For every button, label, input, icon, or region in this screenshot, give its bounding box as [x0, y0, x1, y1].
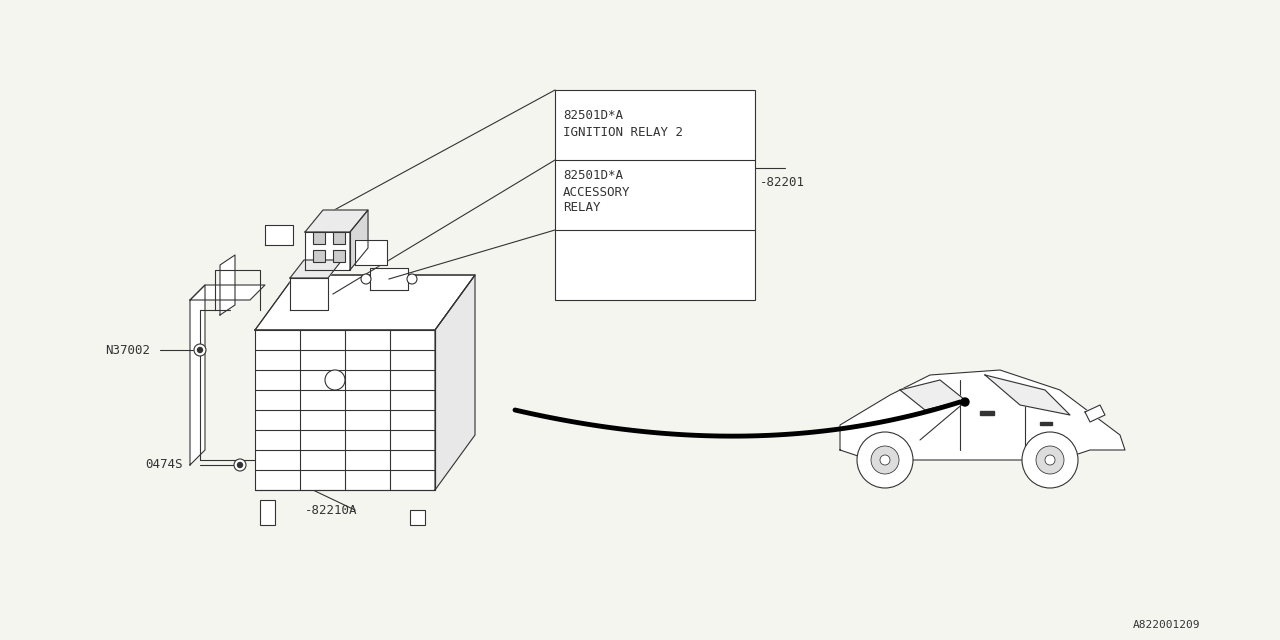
Polygon shape [349, 210, 369, 270]
Polygon shape [189, 285, 265, 300]
Polygon shape [291, 278, 328, 310]
Circle shape [325, 370, 346, 390]
Text: 82501D*A: 82501D*A [563, 109, 623, 122]
Polygon shape [305, 232, 349, 270]
Bar [333, 232, 346, 244]
Bar [333, 250, 346, 262]
Text: IGNITION RELAY 2: IGNITION RELAY 2 [563, 125, 684, 138]
Text: 82501D*A: 82501D*A [563, 168, 623, 182]
Polygon shape [986, 375, 1070, 415]
Text: ACCESSORY: ACCESSORY [563, 186, 631, 198]
Circle shape [858, 432, 913, 488]
Text: RELAY: RELAY [563, 200, 600, 214]
Text: -82201: -82201 [760, 175, 805, 189]
Polygon shape [189, 285, 205, 465]
Bar [260, 500, 275, 525]
Polygon shape [291, 260, 342, 278]
Polygon shape [1085, 405, 1105, 422]
Bar [556, 90, 755, 300]
Circle shape [195, 344, 206, 356]
Circle shape [1044, 455, 1055, 465]
Polygon shape [355, 240, 387, 265]
Bar [314, 250, 325, 262]
Polygon shape [255, 275, 475, 330]
Circle shape [870, 446, 899, 474]
Circle shape [234, 459, 246, 471]
Circle shape [1036, 446, 1064, 474]
Circle shape [881, 455, 890, 465]
Text: N37002: N37002 [105, 344, 150, 356]
Polygon shape [435, 275, 475, 490]
Text: -82210A: -82210A [305, 504, 357, 516]
Circle shape [961, 398, 969, 406]
Circle shape [1021, 432, 1078, 488]
Circle shape [361, 274, 371, 284]
Polygon shape [305, 210, 369, 232]
Bar [1039, 422, 1052, 425]
Text: A822001209: A822001209 [1133, 620, 1201, 630]
Polygon shape [840, 370, 1125, 460]
Bar [980, 411, 995, 415]
Text: 0474S: 0474S [145, 458, 183, 472]
Circle shape [197, 348, 202, 353]
Polygon shape [265, 225, 293, 245]
Circle shape [407, 274, 417, 284]
Bar [255, 330, 435, 490]
Bar [314, 232, 325, 244]
Circle shape [238, 463, 242, 467]
Polygon shape [220, 255, 236, 315]
Bar [410, 510, 425, 525]
Polygon shape [370, 268, 408, 290]
Polygon shape [900, 380, 965, 410]
